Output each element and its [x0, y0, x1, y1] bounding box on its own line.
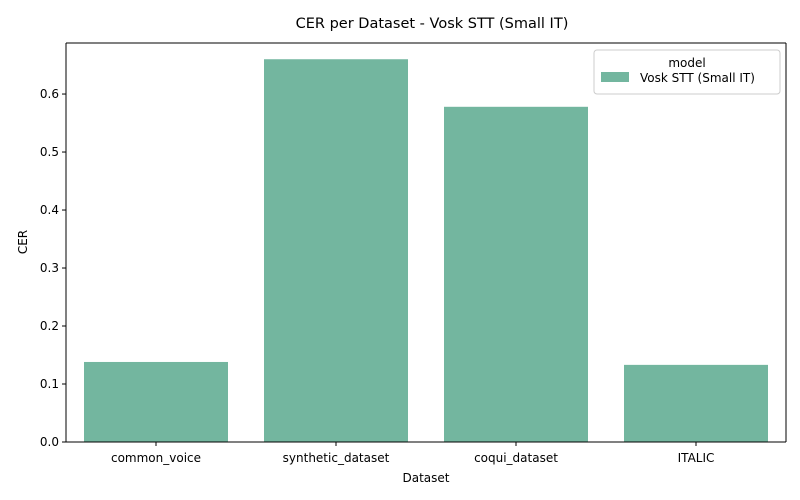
- bar-common-voice: [84, 361, 228, 442]
- x-axis-title: Dataset: [403, 471, 450, 485]
- bar-synthetic-dataset: [264, 59, 408, 442]
- x-tick-label: common_voice: [111, 451, 201, 465]
- chart-title: CER per Dataset - Vosk STT (Small IT): [296, 16, 569, 32]
- y-tick-label: 0.2: [40, 319, 59, 333]
- y-tick-label: 0.6: [40, 87, 59, 101]
- bar-coqui-dataset: [444, 106, 588, 442]
- x-axis-ticks: common_voice synthetic_dataset coqui_datas…: [111, 442, 714, 465]
- legend-label: Vosk STT (Small IT): [640, 71, 755, 85]
- x-tick-label: synthetic_dataset: [283, 451, 390, 465]
- y-tick-label: 0.4: [40, 203, 59, 217]
- y-tick-label: 0.5: [40, 145, 59, 159]
- x-tick-label: coqui_dataset: [474, 451, 558, 465]
- bars-layer: [84, 59, 768, 442]
- legend-title: model: [668, 56, 705, 70]
- legend: model Vosk STT (Small IT): [593, 49, 781, 95]
- bar-italic: [624, 364, 768, 442]
- legend-swatch: [601, 72, 629, 82]
- legend-frame: [593, 49, 781, 95]
- y-tick-label: 0.1: [40, 377, 59, 391]
- y-axis-ticks: 0.0 0.1 0.2 0.3 0.4 0.5 0.6: [40, 87, 66, 449]
- x-tick-label: ITALIC: [678, 451, 715, 465]
- y-axis-title: CER: [16, 230, 30, 254]
- y-tick-label: 0.3: [40, 261, 59, 275]
- y-tick-label: 0.0: [40, 435, 59, 449]
